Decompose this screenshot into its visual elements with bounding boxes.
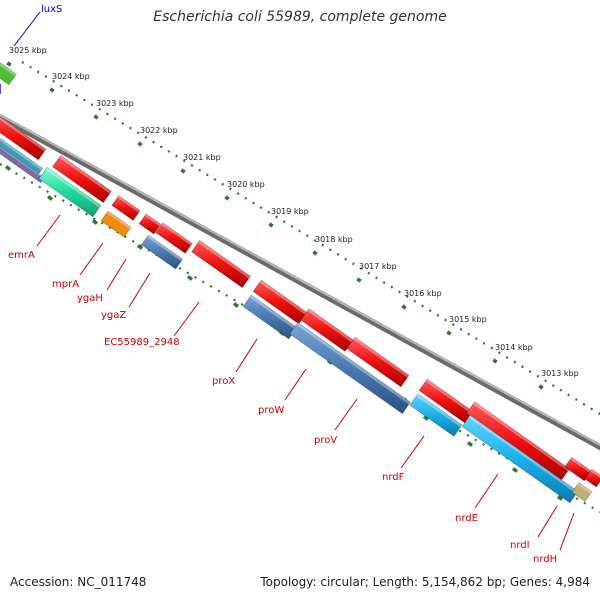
forward-gene-block xyxy=(0,116,47,161)
kbp-tick-mark xyxy=(356,277,362,283)
gene-label-ygah: ygaH xyxy=(77,293,103,304)
kbp-label-3021-kbp: 3021 kbp xyxy=(183,153,221,162)
kbp-label-3015-kbp: 3015 kbp xyxy=(449,315,487,324)
label-leader-prox xyxy=(235,338,258,373)
label-leader-ec55989-2948 xyxy=(173,301,200,337)
kbp-tick-mark xyxy=(492,358,498,364)
gene-label-mpra: mprA xyxy=(52,279,79,290)
label-leader-mpra xyxy=(79,242,104,276)
inner-tick-mark xyxy=(4,165,12,171)
inner-tick-mark xyxy=(422,415,430,421)
kbp-tick-mark xyxy=(6,61,12,67)
kbp-tick-mark xyxy=(268,222,274,228)
kbp-label-3014-kbp: 3014 kbp xyxy=(495,343,533,352)
inner-tick-mark xyxy=(556,495,564,501)
accession-label: Accession: NC_011748 xyxy=(10,575,147,589)
reverse-gene-block xyxy=(38,166,102,218)
label-leader-nrdf xyxy=(400,435,425,469)
gene-label-prox: proX xyxy=(212,376,235,387)
label-leader-emra xyxy=(36,214,61,247)
outer-label-leader xyxy=(13,11,41,47)
reverse-gene-block xyxy=(0,146,45,184)
genome-backbone xyxy=(0,113,600,451)
kbp-tick-mark xyxy=(49,87,55,93)
kbp-tick-mark xyxy=(224,195,230,201)
forward-gene-block xyxy=(155,222,193,254)
label-leader-nrde xyxy=(474,473,499,509)
kbp-tick-mark xyxy=(180,168,186,174)
label-leader-nrdh xyxy=(559,512,575,551)
inner-tick-mark xyxy=(46,195,54,201)
kbp-label-group: 3025 kbp 3024 kbp 3023 kbp 3022 kbp 3021 kbp… xyxy=(9,46,579,378)
kbp-label-3016-kbp: 3016 kbp xyxy=(404,289,442,298)
forward-gene-block xyxy=(300,308,354,352)
reverse-gene-block xyxy=(289,321,411,415)
outer-tick-track xyxy=(21,61,600,415)
kbp-tick-mark xyxy=(312,250,318,256)
kbp-label-3025-kbp: 3025 kbp xyxy=(9,46,47,55)
kbp-label-3022-kbp: 3022 kbp xyxy=(140,126,178,135)
kbp-label-3019-kbp: 3019 kbp xyxy=(271,207,309,216)
kbp-tick-mark xyxy=(137,141,143,147)
gene-label-prow: proW xyxy=(258,405,284,416)
kbp-label-3013-kbp: 3013 kbp xyxy=(541,369,579,378)
gene-feature-group xyxy=(0,62,600,504)
inner-tick-mark xyxy=(91,219,99,225)
forward-gene-block xyxy=(111,195,141,221)
reverse-gene-block xyxy=(140,234,184,270)
kbp-label-3023-kbp: 3023 kbp xyxy=(96,99,134,108)
kbp-tick-mark xyxy=(538,384,544,390)
reverse-gene-block xyxy=(461,414,579,504)
kbp-label-3017-kbp: 3017 kbp xyxy=(359,262,397,271)
forward-gene-block xyxy=(584,468,600,488)
forward-gene-block xyxy=(52,154,112,204)
gene-label-emra: emrA xyxy=(8,250,35,261)
backbone-line xyxy=(0,113,600,451)
label-leader-nrdi xyxy=(537,505,558,538)
gene-label-nrdi: nrdI xyxy=(510,540,530,551)
gene-label-leader-group xyxy=(36,214,575,551)
forward-gene-block xyxy=(346,336,410,388)
label-leader-prov xyxy=(334,398,358,431)
outer-label-luxs: luxS xyxy=(41,4,62,15)
label-leader-ygah xyxy=(106,258,127,291)
kbp-tick-mark xyxy=(401,304,407,310)
inner-tick-mark xyxy=(232,302,240,308)
kbp-label-3018-kbp: 3018 kbp xyxy=(315,235,353,244)
gene-label-ygaz: ygaZ xyxy=(101,310,126,321)
label-leader-ygaz xyxy=(128,272,151,308)
reverse-gene-block xyxy=(242,294,298,340)
gene-label-group: emrA mprA ygaH ygaZ EC55989_2948 proX proW proV… xyxy=(8,250,557,565)
gene-label-nrde: nrdE xyxy=(455,513,478,524)
outer-feature-label-group: luxS xyxy=(0,4,62,94)
kbp-tick-mark xyxy=(446,330,452,336)
inner-tick-mark xyxy=(186,275,194,281)
forward-gene-block xyxy=(564,456,592,482)
label-leader-prow xyxy=(284,368,307,401)
gene-label-nrdf: nrdF xyxy=(382,472,405,483)
gene-label-prov: proV xyxy=(314,435,337,446)
genome-summary-label: Topology: circular; Length: 5,154,862 bp… xyxy=(260,575,590,589)
outer-gene-block xyxy=(0,62,17,86)
gene-label-ec55989-2948: EC55989_2948 xyxy=(104,337,180,348)
inner-tick-mark xyxy=(466,441,474,447)
kbp-label-3024-kbp: 3024 kbp xyxy=(52,72,90,81)
gene-label-nrdh: nrdH xyxy=(533,554,557,565)
forward-gene-block xyxy=(138,213,162,235)
kbp-label-3020-kbp: 3020 kbp xyxy=(227,180,265,189)
reverse-gene-block xyxy=(571,482,593,502)
reverse-gene-block xyxy=(100,210,132,238)
genome-title: Escherichia coli 55989, complete genome xyxy=(153,9,447,25)
inner-tick-mark xyxy=(511,467,519,473)
inner-tick-mark xyxy=(136,244,144,250)
backbone-highlight xyxy=(0,113,600,447)
reverse-gene-block xyxy=(409,393,463,437)
kbp-tick-mark xyxy=(93,114,99,120)
forward-gene-block xyxy=(191,239,251,289)
